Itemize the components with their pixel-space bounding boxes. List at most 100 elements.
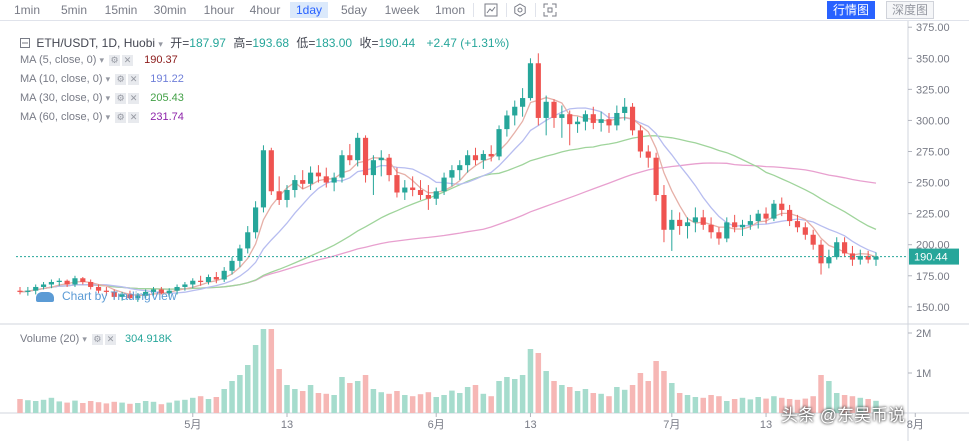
volume-bar <box>763 398 769 413</box>
volume-bar <box>213 397 220 413</box>
volume-bar <box>292 389 298 413</box>
candle-body <box>472 155 479 161</box>
ma30-settings-icon[interactable]: ⚙ <box>115 92 127 104</box>
ma60-legend: MA (60, close, 0) ▾ ⚙ ✕ 231.74 <box>20 110 184 125</box>
candle-body <box>221 270 227 280</box>
timeframe-15min[interactable]: 15min <box>104 3 138 17</box>
candle-body <box>143 291 149 296</box>
candle-body <box>245 232 251 249</box>
candle-body <box>512 106 518 116</box>
candle-body <box>182 284 188 287</box>
ma10-label: MA (10, close, 0) <box>20 73 103 85</box>
time-tick-label: 7月 <box>663 419 680 431</box>
ma60-remove-icon[interactable]: ✕ <box>128 111 140 123</box>
volume-value: 304.918K <box>125 333 173 345</box>
candle-body <box>410 187 416 191</box>
timeframe-30min[interactable]: 30min <box>153 3 187 17</box>
ma60-settings-icon[interactable]: ⚙ <box>115 111 127 123</box>
candle-body <box>174 286 180 291</box>
candle-body <box>119 294 125 297</box>
candle-type-icon[interactable] <box>482 1 500 19</box>
volume-bar <box>103 403 110 413</box>
volume-remove-icon[interactable]: ✕ <box>104 333 116 345</box>
candle-body <box>834 242 840 258</box>
volume-bar <box>64 402 70 413</box>
volume-bar <box>598 393 604 413</box>
ma30-line <box>19 135 877 293</box>
timeframe-5min[interactable]: 5min <box>60 3 87 17</box>
timeframe-1hour[interactable]: 1hour <box>203 3 235 17</box>
toolbar-divider <box>473 3 474 17</box>
ma5-remove-icon[interactable]: ✕ <box>122 54 134 66</box>
ma10-legend: MA (10, close, 0) ▾ ⚙ ✕ 191.22 <box>20 72 184 87</box>
low-label: 低= <box>296 36 316 50</box>
ma5-settings-icon[interactable]: ⚙ <box>109 54 121 66</box>
volume-bar <box>629 385 636 413</box>
candle-body <box>771 203 777 219</box>
volume-bar <box>394 391 400 413</box>
timeframe-5day[interactable]: 5day <box>340 3 368 17</box>
candle-body <box>826 257 832 264</box>
timeframe-1mon[interactable]: 1mon <box>434 3 466 17</box>
candle-body <box>590 114 596 123</box>
symbol-dropdown-icon[interactable]: ▾ <box>158 39 163 49</box>
candle-body <box>465 155 471 166</box>
candle-body <box>205 277 212 282</box>
volume-bar <box>621 389 628 413</box>
candle-body <box>190 280 196 285</box>
indicator-settings-icon[interactable] <box>511 1 529 19</box>
volume-bar <box>755 397 761 413</box>
chart-container[interactable]: 150.00 175.00 200.00 225.00 250.00 275.00 300.… <box>0 21 969 441</box>
price-chart[interactable]: 150.00175.00200.00225.00250.00275.00300.… <box>0 21 969 441</box>
ma10-remove-icon[interactable]: ✕ <box>128 73 140 85</box>
ma30-remove-icon[interactable]: ✕ <box>128 92 140 104</box>
ma10-settings-icon[interactable]: ⚙ <box>115 73 127 85</box>
candle-body <box>88 281 94 287</box>
view-kline-button[interactable]: 行情图 <box>827 1 876 19</box>
candle-body <box>802 227 808 235</box>
volume-bar <box>590 393 597 413</box>
candle-body <box>64 280 70 285</box>
volume-bar <box>496 381 502 413</box>
fullscreen-icon[interactable] <box>541 1 559 19</box>
volume-bar <box>315 393 322 413</box>
candle-body <box>527 63 534 99</box>
candle-body <box>56 280 62 282</box>
time-tick-label: 6月 <box>428 419 445 431</box>
candle-body <box>747 221 753 225</box>
volume-bar <box>865 399 871 413</box>
time-tick-label: 13 <box>281 419 293 431</box>
volume-bar <box>551 381 557 413</box>
timeframe-1min[interactable]: 1min <box>13 3 40 17</box>
candle-body <box>637 130 643 152</box>
volume-bar <box>197 396 204 413</box>
volume-bar <box>645 381 652 413</box>
volume-bar <box>786 399 793 413</box>
collapse-icon[interactable] <box>20 38 30 48</box>
volume-dropdown-icon[interactable]: ▾ <box>82 334 87 344</box>
timeframe-4hour[interactable]: 4hour <box>249 3 281 17</box>
timeframe-1week[interactable]: 1week <box>384 3 420 17</box>
candle-body <box>755 213 761 222</box>
toolbar-divider <box>506 3 507 17</box>
volume-bar <box>527 349 534 413</box>
time-tick-label: 13 <box>524 419 536 431</box>
ma10-dropdown-icon[interactable]: ▾ <box>105 74 111 84</box>
candle-body <box>394 175 400 193</box>
volume-bar <box>841 395 848 413</box>
volume-bar <box>582 389 589 413</box>
volume-bar <box>519 375 526 413</box>
timeframe-1day[interactable]: 1day <box>290 2 328 18</box>
volume-bar <box>402 395 408 413</box>
view-depth-button[interactable]: 深度图 <box>886 1 935 19</box>
candle-body <box>787 209 793 222</box>
candle-body <box>559 114 565 118</box>
ma60-dropdown-icon[interactable]: ▾ <box>105 112 111 122</box>
volume-settings-icon[interactable]: ⚙ <box>91 333 103 345</box>
ma5-dropdown-icon[interactable]: ▾ <box>99 55 105 65</box>
volume-bar <box>174 400 180 413</box>
ma30-dropdown-icon[interactable]: ▾ <box>105 93 111 103</box>
volume-bar <box>339 377 345 413</box>
volume-bar <box>127 403 133 413</box>
candle-body <box>449 170 455 178</box>
